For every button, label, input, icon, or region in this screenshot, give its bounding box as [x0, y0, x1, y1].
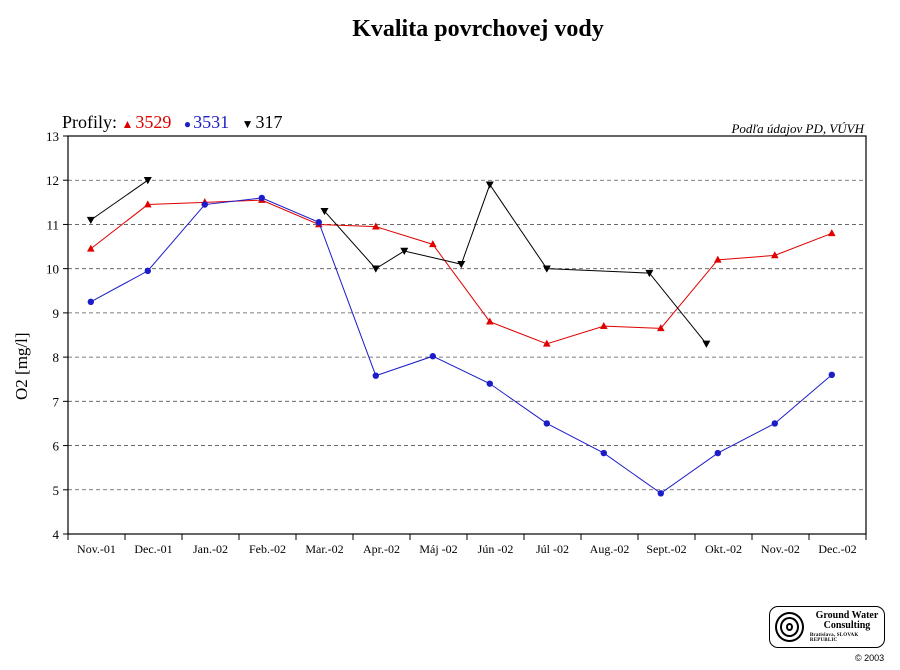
data-point — [543, 420, 550, 427]
data-point — [457, 261, 466, 269]
series-line — [90, 197, 833, 494]
data-point — [400, 247, 409, 255]
legend-label-317: 317 — [255, 112, 283, 132]
data-point — [543, 339, 551, 347]
y-tick-label: 10 — [46, 262, 59, 277]
series-317 — [86, 177, 711, 348]
y-tick-label: 12 — [46, 173, 59, 188]
y-tick-label: 9 — [53, 306, 60, 321]
x-tick-label: Dec.-01 — [134, 542, 172, 556]
x-tick-label: Máj -02 — [419, 542, 457, 556]
y-tick-label: 8 — [53, 350, 60, 365]
legend-title: Profily: — [62, 112, 118, 132]
data-point — [714, 255, 722, 263]
x-tick-label: Sept.-02 — [646, 542, 686, 556]
y-tick-label: 5 — [53, 483, 60, 498]
data-point — [372, 222, 380, 230]
chart-title: Kvalita povrchovej vody — [352, 16, 604, 42]
data-point — [702, 340, 711, 348]
x-tick-label: Okt.-02 — [705, 542, 742, 556]
legend-entry-3529: ▲ 3529 — [122, 112, 176, 132]
data-point — [714, 449, 721, 457]
y-tick-label: 7 — [53, 394, 60, 409]
logo-line-1: Ground Water — [815, 609, 879, 621]
x-tick-label: Feb.-02 — [249, 542, 286, 556]
company-logo: Ground Water Consulting Bratislava, SLOV… — [769, 606, 885, 648]
x-tick-label: Jún -02 — [478, 542, 514, 556]
data-point — [87, 298, 95, 306]
logo-mark-icon — [775, 612, 804, 642]
x-tick-label: Nov.-01 — [77, 542, 116, 556]
triangle-up-icon: ▲ — [121, 117, 134, 131]
source-note: Podľa údajov PD, VÚVH — [731, 121, 864, 136]
data-point — [486, 317, 494, 325]
copyright: © 2003 — [855, 653, 885, 663]
x-tick-label: Dec.-02 — [818, 542, 856, 556]
legend-entry-317: ▼ 317 — [242, 112, 283, 132]
data-point — [372, 372, 379, 379]
x-tick-label: Mar.-02 — [305, 542, 343, 556]
legend-label-3531: 3531 — [193, 112, 230, 132]
data-point — [429, 240, 437, 248]
data-point — [87, 244, 95, 252]
data-point — [143, 177, 152, 185]
data-point — [771, 420, 778, 427]
y-tick-label: 13 — [46, 129, 59, 144]
data-point — [657, 324, 665, 332]
x-tick-label: Aug.-02 — [590, 542, 630, 556]
data-point — [828, 229, 836, 237]
data-point — [600, 321, 608, 329]
series-layer — [86, 177, 836, 497]
data-point — [320, 207, 329, 216]
series-line — [90, 179, 149, 221]
legend-label-3529: 3529 — [135, 112, 172, 132]
data-point — [771, 251, 779, 259]
data-point — [600, 449, 607, 457]
data-point — [429, 353, 436, 360]
data-point — [315, 219, 322, 226]
plot-frame — [67, 135, 867, 535]
data-point — [144, 267, 151, 275]
data-point — [86, 216, 95, 225]
y-tick-label: 6 — [53, 439, 60, 454]
legend-entry-3531: ● 3531 — [184, 112, 234, 132]
x-tick-label: Júl -02 — [536, 542, 569, 556]
data-point — [258, 194, 265, 202]
series-line — [90, 199, 832, 345]
data-point — [485, 181, 494, 189]
x-tick-label: Apr.-02 — [363, 542, 400, 556]
series-3529 — [87, 195, 836, 347]
circle-icon: ● — [183, 117, 192, 131]
logo-line-2: Consulting — [823, 620, 871, 632]
data-point — [657, 490, 664, 497]
triangle-down-icon: ▼ — [241, 117, 254, 131]
series-3531 — [87, 194, 835, 497]
data-point — [201, 201, 208, 208]
logo-line-3: Bratislava, SLOVAK REPUBLIC — [809, 632, 859, 643]
data-point — [542, 265, 551, 273]
data-point — [486, 380, 493, 387]
x-tick-label: Jan.-02 — [193, 542, 228, 556]
axes: 4 5 6 7 8 9 10 11 12 13 Nov.-01 Dec.-01 Jan.-02 Feb.-… — [46, 129, 867, 556]
legend: Profily: ▲ 3529 ● 3531 ▼ 317 — [62, 112, 291, 133]
data-point — [828, 371, 835, 378]
series-line — [324, 183, 707, 345]
y-tick-label: 4 — [53, 527, 60, 542]
y-tick-label: 11 — [46, 217, 59, 232]
x-tick-label: Nov.-02 — [761, 542, 800, 556]
data-point — [144, 200, 152, 208]
data-point — [371, 265, 380, 273]
grid — [68, 179, 866, 491]
data-point — [645, 269, 654, 278]
